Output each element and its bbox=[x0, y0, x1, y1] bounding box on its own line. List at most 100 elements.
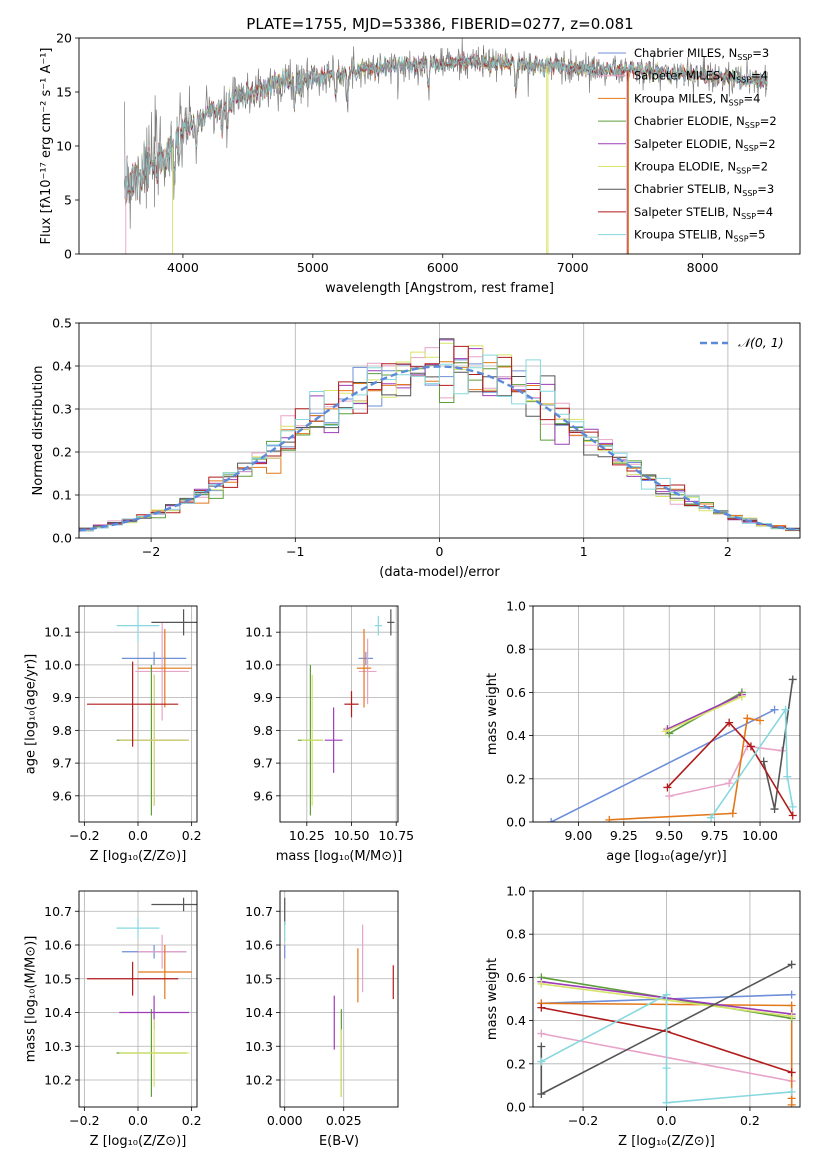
y-tick-label: 10.5 bbox=[44, 971, 72, 986]
errorbar-point bbox=[358, 638, 377, 705]
x-tick-label: −2 bbox=[142, 544, 160, 559]
x-tick-label: −0.2 bbox=[69, 1113, 99, 1128]
y-axis-label: Flux [fλ10⁻¹⁷ erg cm⁻² s⁻¹ A⁻¹] bbox=[39, 47, 54, 244]
errorbar-point bbox=[344, 691, 359, 718]
errorbar-point bbox=[138, 945, 192, 999]
normal-reference-curve bbox=[79, 365, 800, 532]
y-tick-label: 10.4 bbox=[245, 1005, 273, 1020]
x-tick-label: 10.75 bbox=[378, 828, 414, 843]
y-tick-label: 10.3 bbox=[44, 1039, 72, 1054]
panel-mass_vs_ebv: 0.000 0.025 10.2 10.3 10.4 10.5 10.6 10.7 E(B-V) bbox=[245, 890, 399, 1149]
legend-label: Kroupa STELIB, NSSP=5 bbox=[634, 228, 765, 244]
x-axis-label: Z [log₁₀(Z/Z⊙)] bbox=[618, 1134, 715, 1149]
y-tick-label: 0.8 bbox=[506, 927, 526, 942]
x-tick-label: 1 bbox=[580, 544, 588, 559]
mass-weight-point bbox=[787, 1001, 796, 1010]
y-tick-label: 10.6 bbox=[44, 938, 72, 953]
x-tick-label: 0.2 bbox=[182, 828, 202, 843]
y-tick-label: 1.0 bbox=[506, 599, 526, 614]
y-tick-label: 0.0 bbox=[506, 815, 526, 830]
mass-weight-point bbox=[725, 718, 734, 727]
mass-weight-point bbox=[770, 705, 779, 714]
mass-weight-point bbox=[788, 675, 797, 684]
panel-residuals: −2 −1 0 1 2 0.0 0.1 0.2 0.3 0.4 0.5 (data-model)/er… bbox=[31, 316, 801, 580]
mass-weight-line bbox=[762, 679, 794, 810]
mass-weight-point bbox=[707, 813, 715, 822]
mass-weight-point bbox=[787, 960, 796, 969]
legend-label: Chabrier STELIB, NSSP=3 bbox=[634, 182, 774, 198]
y-axis-label: Normed distribution bbox=[31, 366, 46, 496]
errorbar-point bbox=[119, 1019, 189, 1087]
mass-weight-line bbox=[666, 721, 794, 816]
x-tick-label: 9.00 bbox=[564, 828, 592, 843]
errorbar-point bbox=[121, 651, 187, 665]
y-tick-label: 0.2 bbox=[52, 445, 72, 460]
legend: Chabrier MILES, NSSP=3 Salpeter MILES, NS… bbox=[598, 46, 777, 244]
y-tick-label: 0.0 bbox=[52, 531, 72, 546]
errorbar-point bbox=[374, 615, 382, 636]
mass-weight-point bbox=[662, 1098, 671, 1107]
mass-weight-point bbox=[746, 742, 755, 751]
figure-title: PLATE=1755, MJD=53386, FIBERID=0277, z=0… bbox=[246, 15, 633, 33]
panel-massweight_vs_age: 9.00 9.25 9.50 9.75 10.00 0.0 0.2 0.4 0.6 0.8 1.0 a… bbox=[485, 599, 801, 864]
axes-frame bbox=[532, 605, 801, 823]
plot-area bbox=[547, 675, 797, 822]
y-tick-label: 0.5 bbox=[52, 316, 72, 331]
y-tick-label: 9.8 bbox=[253, 723, 273, 738]
y-tick-label: 10.0 bbox=[44, 657, 72, 672]
plot-area bbox=[284, 897, 394, 1097]
x-axis-label: mass [log₁₀(M/M⊙)] bbox=[276, 849, 403, 864]
x-tick-label: 9.75 bbox=[701, 828, 729, 843]
mass-weight-point bbox=[781, 705, 790, 714]
x-tick-label: 5000 bbox=[297, 260, 329, 275]
y-tick-label: 10.7 bbox=[245, 904, 273, 919]
mass-weight-point bbox=[787, 1068, 796, 1077]
errorbar-point bbox=[116, 918, 160, 939]
axes-frame bbox=[279, 890, 399, 1108]
x-tick-label: 0.0 bbox=[657, 1113, 677, 1128]
mass-weight-line bbox=[665, 695, 743, 733]
y-tick-label: 0.1 bbox=[52, 488, 72, 503]
x-tick-label: 10.00 bbox=[742, 828, 778, 843]
x-tick-label: 0 bbox=[436, 544, 444, 559]
x-tick-label: −0.2 bbox=[69, 828, 99, 843]
legend-label: Chabrier MILES, NSSP=3 bbox=[634, 46, 769, 62]
x-axis-label: wavelength [Angstrom, rest frame] bbox=[325, 281, 554, 296]
x-tick-label: 8000 bbox=[687, 260, 719, 275]
errorbar-point bbox=[387, 609, 395, 636]
errorbar-point bbox=[87, 661, 179, 747]
y-tick-label: 0.4 bbox=[52, 359, 72, 374]
mass-weight-line bbox=[710, 707, 794, 819]
mass-weight-point bbox=[537, 1057, 546, 1066]
errorbar-point bbox=[358, 651, 373, 665]
y-tick-label: 9.8 bbox=[52, 723, 72, 738]
x-axis-label: Z [log₁₀(Z/Z⊙)] bbox=[90, 1134, 187, 1149]
legend-label: Salpeter MILES, NSSP=4 bbox=[634, 69, 768, 85]
errorbar-point bbox=[301, 674, 323, 806]
y-tick-label: 9.9 bbox=[52, 690, 72, 705]
y-tick-label: 10.2 bbox=[245, 1073, 273, 1088]
mass-weight-line bbox=[669, 745, 782, 797]
errorbar-point bbox=[138, 934, 187, 969]
mass-weight-point bbox=[743, 714, 752, 723]
mass-weight-point bbox=[537, 1029, 546, 1038]
y-tick-label: 10.1 bbox=[245, 625, 273, 640]
mass-weight-point bbox=[537, 1042, 546, 1051]
errorbar-point bbox=[135, 622, 189, 721]
mass-weight-line bbox=[609, 717, 761, 821]
y-tick-label: 5 bbox=[64, 193, 72, 208]
y-axis-label: mass [log₁₀(M/M⊙)] bbox=[24, 936, 39, 1063]
mass-weight-point bbox=[787, 1087, 796, 1096]
x-tick-label: 0.000 bbox=[267, 1113, 303, 1128]
y-tick-label: 10.7 bbox=[44, 904, 72, 919]
legend-label: Kroupa ELODIE, NSSP=2 bbox=[634, 160, 768, 176]
observed-spectrum-line bbox=[124, 38, 768, 229]
x-tick-label: 9.25 bbox=[610, 828, 638, 843]
legend-label: Kroupa MILES, NSSP=4 bbox=[634, 91, 760, 107]
plot-area bbox=[537, 960, 796, 1107]
y-tick-label: 20 bbox=[56, 31, 72, 46]
errorbar-point bbox=[138, 628, 192, 708]
y-tick-label: 9.6 bbox=[52, 788, 72, 803]
y-tick-label: 10.6 bbox=[245, 938, 273, 953]
